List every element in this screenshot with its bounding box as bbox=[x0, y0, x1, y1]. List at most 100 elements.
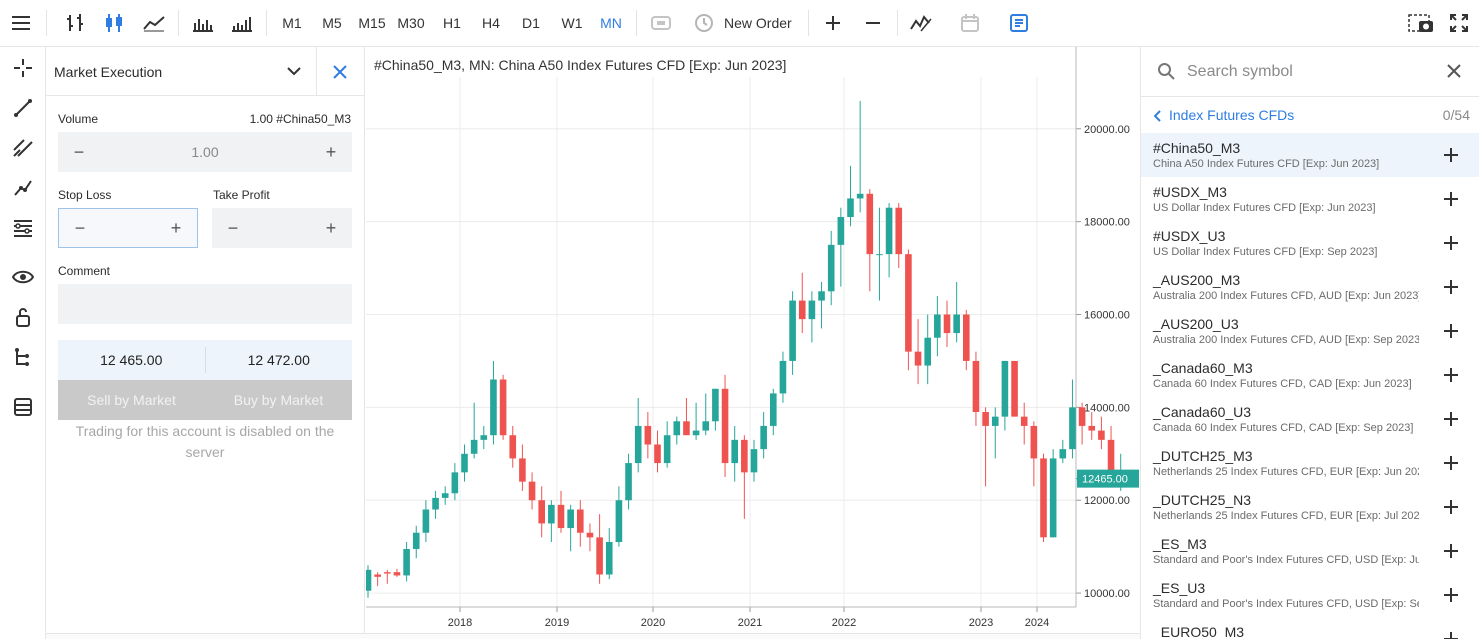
add-symbol-icon[interactable] bbox=[1443, 455, 1459, 471]
stop-loss-stepper[interactable]: − + bbox=[58, 208, 198, 248]
x-tick-label: 2023 bbox=[969, 617, 993, 629]
bar-chart-icon[interactable] bbox=[60, 8, 90, 38]
candle-body bbox=[827, 244, 835, 292]
stop-loss-decrease-button[interactable]: − bbox=[74, 217, 86, 238]
calendar-icon[interactable] bbox=[955, 8, 985, 38]
add-symbol-icon[interactable] bbox=[1443, 367, 1459, 383]
buy-by-market-button[interactable]: Buy by Market bbox=[233, 392, 324, 408]
symbol-name: _AUS200_U3 bbox=[1153, 316, 1239, 332]
symbol-row[interactable]: #China50_M3 China A50 Index Futures CFD [… bbox=[1141, 133, 1479, 177]
timeframe-label: MN bbox=[600, 15, 622, 31]
symbol-row[interactable]: _DUTCH25_N3 Netherlands 25 Index Futures … bbox=[1141, 485, 1479, 529]
take-profit-stepper[interactable]: − + bbox=[212, 208, 352, 248]
timeframe-h1[interactable]: H1 bbox=[433, 8, 471, 38]
timeframe-m15[interactable]: M15 bbox=[353, 8, 391, 38]
symbol-row[interactable]: #USDX_U3 US Dollar Index Futures CFD [Exp… bbox=[1141, 221, 1479, 265]
trade-icon[interactable] bbox=[646, 8, 676, 38]
price-chart[interactable]: #China50_M3, MN: China A50 Index Futures… bbox=[366, 47, 1140, 633]
trendline-icon[interactable] bbox=[8, 93, 38, 123]
add-symbol-icon[interactable] bbox=[1443, 323, 1459, 339]
chevron-down-icon[interactable] bbox=[286, 65, 302, 77]
candle-body bbox=[1069, 407, 1076, 450]
timeframe-w1[interactable]: W1 bbox=[553, 8, 591, 38]
add-symbol-icon[interactable] bbox=[1443, 279, 1459, 295]
add-symbol-icon[interactable] bbox=[1443, 235, 1459, 251]
close-icon[interactable] bbox=[332, 64, 348, 80]
candle-body bbox=[422, 509, 430, 533]
timeframe-m1[interactable]: M1 bbox=[273, 8, 311, 38]
crosshair-icon[interactable] bbox=[8, 53, 38, 83]
tick-volume-icon[interactable] bbox=[227, 8, 257, 38]
symbol-row[interactable]: _ES_U3 Standard and Poor's Index Futures … bbox=[1141, 573, 1479, 617]
sell-price: 12 465.00 bbox=[100, 352, 163, 368]
candlestick-icon[interactable] bbox=[99, 8, 129, 38]
lock-icon[interactable] bbox=[8, 302, 38, 332]
y-tick-label: 20000.00 bbox=[1084, 124, 1130, 136]
header-divider bbox=[316, 47, 317, 96]
symbol-row[interactable]: _AUS200_U3 Australia 200 Index Futures CF… bbox=[1141, 309, 1479, 353]
order-panel-icon[interactable] bbox=[1004, 8, 1034, 38]
symbol-row[interactable]: _ES_M3 Standard and Poor's Index Futures … bbox=[1141, 529, 1479, 573]
take-profit-decrease-button[interactable]: − bbox=[227, 217, 239, 238]
search-input[interactable] bbox=[1187, 59, 1437, 85]
candle-body bbox=[760, 425, 767, 450]
add-symbol-icon[interactable] bbox=[1443, 191, 1459, 207]
layers-icon[interactable] bbox=[8, 392, 38, 422]
category-name[interactable]: Index Futures CFDs bbox=[1169, 107, 1295, 123]
objects-tree-icon[interactable] bbox=[8, 342, 38, 372]
volume-icon[interactable] bbox=[188, 8, 218, 38]
volume-decrease-button[interactable]: − bbox=[73, 141, 85, 162]
add-symbol-icon[interactable] bbox=[1443, 499, 1459, 515]
menu-icon[interactable] bbox=[6, 8, 36, 38]
close-icon[interactable] bbox=[1447, 64, 1461, 78]
candlestick-chart[interactable]: 10000.00 12000.00 14000.00 16000.00 18000.00… bbox=[366, 47, 1140, 633]
candle-body bbox=[567, 509, 574, 529]
candle-body bbox=[789, 300, 796, 361]
execution-mode-select[interactable]: Market Execution bbox=[54, 64, 163, 80]
volume-label: Volume bbox=[58, 112, 99, 126]
add-symbol-icon[interactable] bbox=[1443, 631, 1459, 639]
symbol-row[interactable]: _DUTCH25_M3 Netherlands 25 Index Futures … bbox=[1141, 441, 1479, 485]
symbol-row[interactable]: _Canada60_M3 Canada 60 Index Futures CFD,… bbox=[1141, 353, 1479, 397]
volume-increase-button[interactable]: + bbox=[325, 141, 337, 162]
line-chart-icon[interactable] bbox=[139, 8, 169, 38]
stop-loss-increase-button[interactable]: + bbox=[170, 217, 182, 238]
timeframe-mn[interactable]: MN bbox=[592, 8, 630, 38]
candle-body bbox=[982, 412, 989, 426]
add-symbol-icon[interactable] bbox=[1443, 147, 1459, 163]
volume-stepper[interactable]: − 1.00 + bbox=[58, 132, 352, 172]
symbol-row[interactable]: #USDX_M3 US Dollar Index Futures CFD [Exp… bbox=[1141, 177, 1479, 221]
candle-body bbox=[683, 421, 690, 436]
timeframe-label: M30 bbox=[397, 15, 425, 31]
add-symbol-icon[interactable] bbox=[1443, 543, 1459, 559]
fullscreen-icon[interactable] bbox=[1444, 8, 1474, 38]
timeframe-m5[interactable]: M5 bbox=[313, 8, 351, 38]
zoom-in-icon[interactable] bbox=[818, 8, 848, 38]
timeframe-h4[interactable]: H4 bbox=[472, 8, 510, 38]
new-order-button[interactable]: New Order bbox=[694, 8, 792, 38]
category-header[interactable]: Index Futures CFDs 0/54 bbox=[1141, 97, 1479, 133]
symbol-row[interactable]: _Canada60_U3 Canada 60 Index Futures CFD,… bbox=[1141, 397, 1479, 441]
polyline-icon[interactable] bbox=[8, 173, 38, 203]
timeframe-m30[interactable]: M30 bbox=[392, 8, 430, 38]
indicators-icon[interactable] bbox=[906, 8, 936, 38]
symbol-row[interactable]: _AUS200_M3 Australia 200 Index Futures CF… bbox=[1141, 265, 1479, 309]
comment-input[interactable] bbox=[58, 284, 352, 324]
take-profit-increase-button[interactable]: + bbox=[325, 217, 337, 238]
timeframe-d1[interactable]: D1 bbox=[512, 8, 550, 38]
channel-icon[interactable] bbox=[8, 133, 38, 163]
zoom-out-icon[interactable] bbox=[858, 8, 888, 38]
add-symbol-icon[interactable] bbox=[1443, 587, 1459, 603]
fibonacci-icon[interactable] bbox=[8, 213, 38, 243]
eye-icon[interactable] bbox=[8, 262, 38, 292]
sell-by-market-button[interactable]: Sell by Market bbox=[87, 392, 176, 408]
screenshot-icon[interactable] bbox=[1404, 8, 1438, 38]
add-symbol-icon[interactable] bbox=[1443, 411, 1459, 427]
candle-body bbox=[1107, 439, 1115, 487]
candle-body bbox=[557, 504, 565, 529]
candle-body bbox=[470, 439, 478, 454]
clock-icon bbox=[695, 14, 713, 32]
chevron-left-icon[interactable] bbox=[1154, 110, 1162, 122]
candle-body bbox=[770, 393, 777, 426]
symbol-row[interactable]: _EURO50_M3 bbox=[1141, 617, 1479, 639]
